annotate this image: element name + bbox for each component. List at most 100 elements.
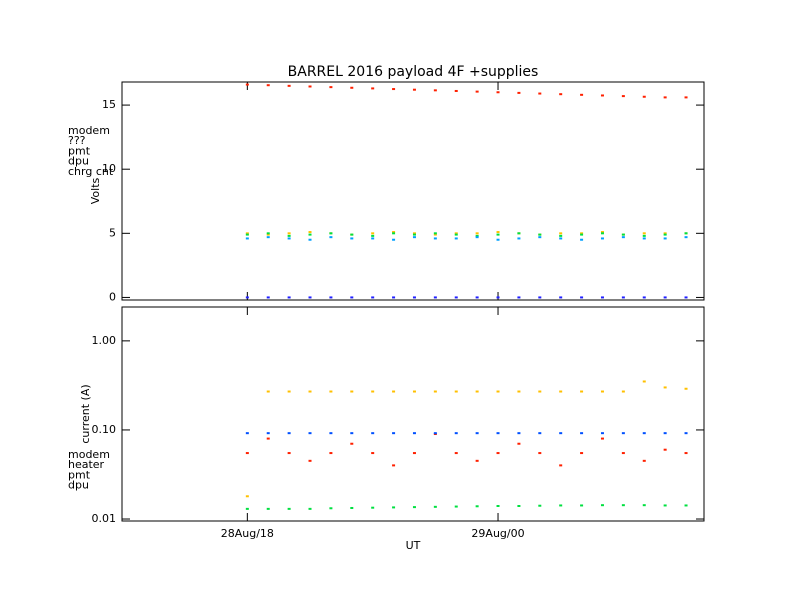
point (392, 238, 396, 241)
y-tick-label: 1.00 (92, 334, 117, 347)
point (433, 505, 437, 508)
point (663, 448, 667, 451)
legend-label: dpu (68, 479, 89, 492)
point (663, 233, 667, 236)
point (454, 232, 458, 235)
y-tick-label: 10 (102, 162, 116, 175)
point (371, 237, 375, 240)
plot-frame (121, 306, 705, 522)
point (475, 296, 479, 299)
point (517, 390, 521, 393)
point (600, 432, 604, 435)
point (496, 231, 500, 234)
y-tick-label: 5 (109, 226, 116, 239)
chart-title: BARREL 2016 payload 4F +supplies (288, 64, 539, 80)
point (245, 233, 249, 236)
point (308, 238, 312, 241)
x-tick-label: 28Aug/18 (221, 527, 274, 540)
point (308, 390, 312, 393)
point (392, 296, 396, 299)
point (496, 432, 500, 435)
point (684, 452, 688, 455)
legend-label: pmt (68, 468, 91, 481)
point (371, 87, 375, 90)
point (621, 95, 625, 98)
point (433, 233, 437, 236)
point (517, 296, 521, 299)
point (433, 232, 437, 235)
point (392, 88, 396, 91)
point (245, 507, 249, 510)
point (433, 390, 437, 393)
point (642, 504, 646, 507)
point (392, 506, 396, 509)
point (663, 237, 667, 240)
point (350, 432, 354, 435)
point (559, 296, 563, 299)
point (559, 237, 563, 240)
point (559, 432, 563, 435)
point (350, 233, 354, 236)
point (642, 432, 646, 435)
point (475, 505, 479, 508)
point (559, 93, 563, 96)
point (371, 234, 375, 237)
point (538, 504, 542, 507)
point (308, 85, 312, 88)
x-axis-label: UT (406, 539, 421, 552)
point (663, 296, 667, 299)
point (287, 452, 291, 455)
point (412, 296, 416, 299)
legend-label: ??? (68, 134, 86, 147)
point (517, 442, 521, 445)
point (329, 390, 333, 393)
point (475, 232, 479, 235)
plot-frame (121, 81, 705, 301)
point (308, 459, 312, 462)
point (621, 296, 625, 299)
point (266, 507, 270, 510)
point (663, 432, 667, 435)
point (392, 232, 396, 235)
point (496, 233, 500, 236)
point (475, 432, 479, 435)
point (392, 231, 396, 234)
point (412, 232, 416, 235)
point (412, 233, 416, 236)
point (454, 452, 458, 455)
point (350, 390, 354, 393)
point (245, 495, 249, 498)
point (663, 504, 667, 507)
point (600, 296, 604, 299)
point (600, 231, 604, 234)
point (308, 296, 312, 299)
point (454, 233, 458, 236)
y-tick-label: 0 (109, 290, 116, 303)
point (496, 91, 500, 94)
point (684, 236, 688, 239)
point (642, 459, 646, 462)
point (496, 238, 500, 241)
point (475, 390, 479, 393)
point (538, 236, 542, 239)
point (517, 504, 521, 507)
point (371, 506, 375, 509)
point (266, 296, 270, 299)
point (412, 236, 416, 239)
point (329, 232, 333, 235)
point (329, 296, 333, 299)
legend-label: heater (68, 458, 105, 471)
point (329, 236, 333, 239)
point (580, 232, 584, 235)
point (663, 96, 667, 99)
point (433, 237, 437, 240)
point (266, 432, 270, 435)
point (287, 390, 291, 393)
point (475, 236, 479, 239)
point (496, 296, 500, 299)
point (559, 232, 563, 235)
point (454, 237, 458, 240)
point (392, 432, 396, 435)
y-axis-label: current (A) (79, 384, 92, 443)
point (266, 390, 270, 393)
